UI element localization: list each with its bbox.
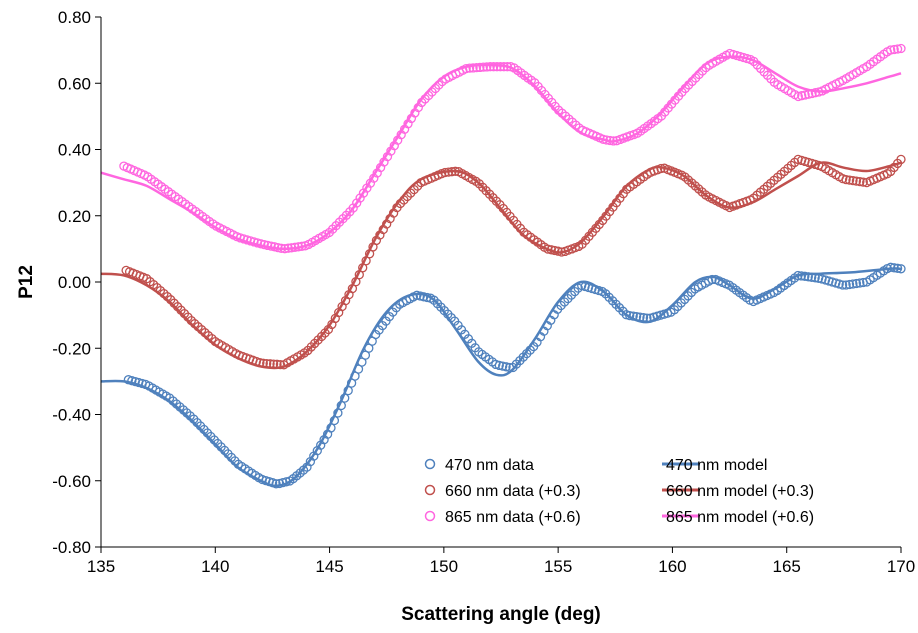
plot-area bbox=[100, 43, 906, 489]
data-point bbox=[797, 91, 807, 101]
data-point bbox=[837, 280, 848, 290]
data-point bbox=[485, 62, 495, 72]
data-point bbox=[415, 291, 425, 301]
data-point bbox=[478, 62, 488, 72]
data-point bbox=[855, 278, 865, 288]
x-tick-label: 155 bbox=[544, 557, 572, 576]
data-point bbox=[468, 63, 478, 73]
legend-label: 470 nm model bbox=[666, 457, 767, 474]
data-point bbox=[543, 244, 553, 254]
data-point bbox=[707, 274, 717, 285]
data-point bbox=[886, 262, 896, 272]
series-5 bbox=[100, 161, 902, 370]
x-tick-label: 160 bbox=[658, 557, 686, 576]
legend-label: 660 nm data (+0.3) bbox=[445, 483, 581, 500]
data-point bbox=[800, 90, 810, 100]
data-point bbox=[889, 44, 899, 55]
legend: 470 nm data 660 nm data (+0.3) 865 nm data… bbox=[424, 457, 814, 526]
data-point bbox=[848, 175, 858, 186]
y-tick-label: 0.80 bbox=[58, 8, 91, 27]
series-1 bbox=[123, 262, 906, 489]
data-point bbox=[501, 362, 511, 372]
data-point bbox=[844, 175, 855, 185]
y-tick-label: -0.20 bbox=[52, 339, 91, 358]
legend-marker bbox=[424, 484, 436, 496]
data-point bbox=[851, 176, 862, 186]
y-tick-label: 0.20 bbox=[58, 207, 91, 226]
y-axis-title: P12 bbox=[16, 265, 37, 299]
data-point bbox=[271, 479, 281, 489]
y-tick-label: 0.00 bbox=[58, 273, 91, 292]
x-tick-label: 145 bbox=[315, 557, 343, 576]
y-tick-label: -0.80 bbox=[52, 538, 91, 557]
data-point bbox=[488, 62, 499, 72]
series-line bbox=[100, 267, 902, 488]
x-tick-label: 165 bbox=[773, 557, 801, 576]
data-point bbox=[855, 176, 865, 187]
legend-label: 660 nm model (+0.3) bbox=[666, 483, 814, 500]
x-axis-title: Scattering angle (deg) bbox=[401, 604, 601, 625]
data-point bbox=[494, 360, 504, 371]
data-point bbox=[275, 359, 286, 370]
y-tick-label: 0.40 bbox=[58, 141, 91, 160]
series-4 bbox=[100, 267, 902, 488]
ticks: 135 140 145 150 155 160 165 170 -0.80 -0.60 -0.40 -… bbox=[52, 8, 915, 576]
y-tick-label: -0.40 bbox=[52, 406, 91, 425]
y-tick-label: -0.60 bbox=[52, 472, 91, 491]
x-tick-label: 170 bbox=[887, 557, 915, 576]
data-point bbox=[841, 174, 851, 185]
data-point bbox=[498, 361, 508, 371]
data-point bbox=[810, 88, 821, 98]
data-point bbox=[896, 43, 906, 54]
series-6 bbox=[100, 55, 902, 251]
data-point bbox=[892, 44, 903, 54]
data-point bbox=[841, 280, 851, 290]
x-tick-label: 150 bbox=[430, 557, 458, 576]
data-point bbox=[851, 278, 862, 289]
x-tick-label: 140 bbox=[201, 557, 229, 576]
data-point bbox=[844, 279, 855, 290]
data-point bbox=[482, 62, 492, 72]
legend-label: 470 nm data bbox=[445, 457, 534, 474]
series-line bbox=[100, 55, 902, 251]
legend-marker bbox=[424, 510, 436, 522]
legend-label: 865 nm model (+0.6) bbox=[666, 509, 814, 526]
y-tick-label: 0.60 bbox=[58, 74, 91, 93]
series-line bbox=[100, 161, 902, 370]
data-point bbox=[858, 177, 868, 187]
series-2 bbox=[121, 154, 906, 370]
data-point bbox=[886, 45, 896, 55]
data-point bbox=[475, 62, 485, 73]
data-point bbox=[471, 62, 482, 73]
x-tick-label: 135 bbox=[87, 557, 115, 576]
legend-marker bbox=[424, 458, 436, 470]
data-point bbox=[793, 91, 803, 102]
legend-label: 865 nm data (+0.6) bbox=[445, 509, 581, 526]
data-point bbox=[800, 271, 810, 281]
data-point bbox=[848, 279, 858, 289]
